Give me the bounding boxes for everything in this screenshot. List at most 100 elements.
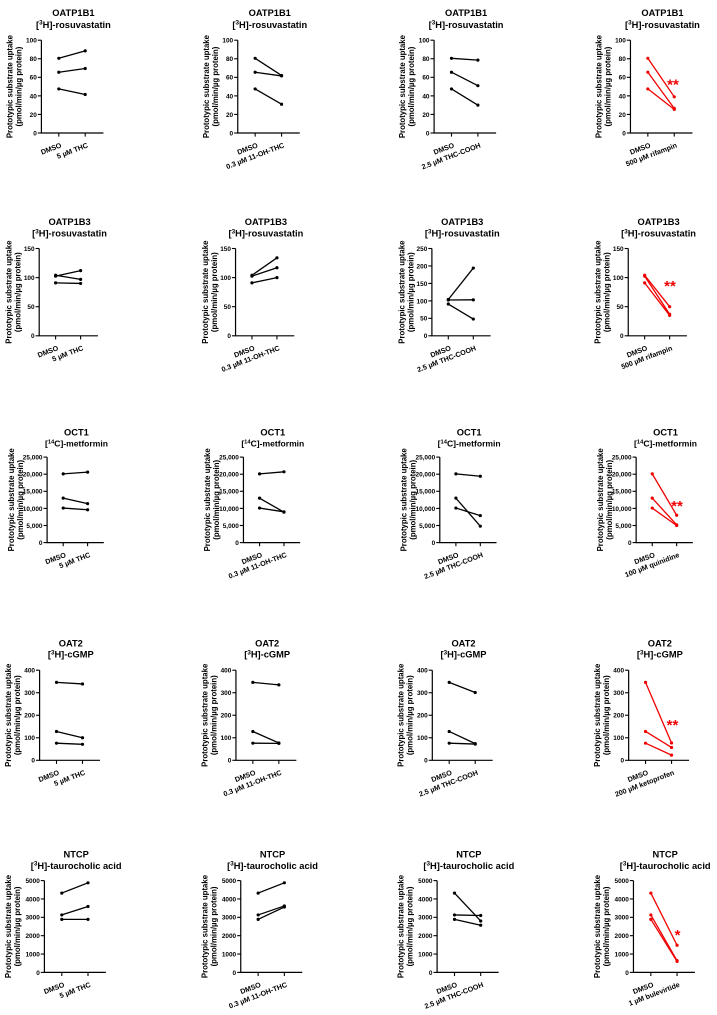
svg-text:300: 300 <box>613 690 624 697</box>
svg-text:250: 250 <box>417 246 428 253</box>
svg-text:5,000: 5,000 <box>26 523 43 530</box>
svg-text:[3H]-cGMP: [3H]-cGMP <box>244 649 290 659</box>
svg-text:(pmol/min/µg protein): (pmol/min/µg protein) <box>14 46 23 126</box>
svg-text:4000: 4000 <box>615 896 630 903</box>
svg-text:Prototypic substrate uptake: Prototypic substrate uptake <box>400 448 409 552</box>
svg-text:25,000: 25,000 <box>415 455 435 462</box>
svg-text:400: 400 <box>417 668 428 675</box>
svg-text:200: 200 <box>613 713 624 720</box>
svg-text:150: 150 <box>417 281 428 288</box>
svg-text:0: 0 <box>39 540 43 547</box>
svg-text:NTCP: NTCP <box>653 849 678 859</box>
svg-text:(pmol/min/µg protein): (pmol/min/µg protein) <box>407 46 416 126</box>
svg-text:100: 100 <box>221 735 232 742</box>
svg-text:4000: 4000 <box>25 896 40 903</box>
svg-text:100: 100 <box>220 275 231 282</box>
svg-text:400: 400 <box>613 668 624 675</box>
svg-text:OAT2: OAT2 <box>648 639 672 649</box>
svg-text:Prototypic substrate uptake: Prototypic substrate uptake <box>5 240 14 344</box>
svg-text:80: 80 <box>226 56 234 63</box>
svg-text:1000: 1000 <box>615 951 630 958</box>
svg-text:20,000: 20,000 <box>219 472 239 479</box>
svg-text:OAT2: OAT2 <box>255 639 279 649</box>
svg-text:0: 0 <box>31 333 35 340</box>
svg-text:OCT1: OCT1 <box>260 427 285 437</box>
svg-text:[3H]-rosuvastatin: [3H]-rosuvastatin <box>429 20 504 30</box>
svg-text:[3H]-rosuvastatin: [3H]-rosuvastatin <box>36 20 111 30</box>
svg-text:3000: 3000 <box>222 915 237 922</box>
svg-text:100: 100 <box>613 275 624 282</box>
svg-text:(pmol/min/µg protein): (pmol/min/µg protein) <box>406 252 415 332</box>
svg-text:20: 20 <box>619 112 627 119</box>
svg-text:Prototypic substrate uptake: Prototypic substrate uptake <box>202 34 211 138</box>
svg-text:[14C]-metformin: [14C]-metformin <box>45 438 108 448</box>
svg-text:10,000: 10,000 <box>415 506 435 513</box>
svg-text:50: 50 <box>616 304 624 311</box>
svg-text:OATP1B1: OATP1B1 <box>445 8 487 18</box>
svg-text:40: 40 <box>30 93 38 100</box>
svg-text:300: 300 <box>221 690 232 697</box>
svg-text:Prototypic substrate uptake: Prototypic substrate uptake <box>596 448 605 552</box>
svg-text:Prototypic substrate uptake: Prototypic substrate uptake <box>200 874 209 978</box>
svg-text:200: 200 <box>417 263 428 270</box>
svg-text:1000: 1000 <box>25 951 40 958</box>
svg-text:(pmol/min/µg protein): (pmol/min/µg protein) <box>16 460 25 540</box>
svg-text:4000: 4000 <box>222 896 237 903</box>
svg-text:*: * <box>675 927 681 944</box>
svg-text:Prototypic substrate uptake: Prototypic substrate uptake <box>594 240 603 344</box>
svg-text:OATP1B1: OATP1B1 <box>641 8 683 18</box>
svg-text:100: 100 <box>419 38 430 45</box>
svg-text:60: 60 <box>422 75 430 82</box>
svg-text:0: 0 <box>227 333 231 340</box>
svg-text:5,000: 5,000 <box>223 523 240 530</box>
svg-text:400: 400 <box>221 668 232 675</box>
svg-text:10,000: 10,000 <box>612 506 632 513</box>
svg-text:(pmol/min/µg protein): (pmol/min/µg protein) <box>603 252 612 332</box>
svg-text:5,000: 5,000 <box>419 523 436 530</box>
svg-text:Prototypic substrate uptake: Prototypic substrate uptake <box>5 34 14 138</box>
svg-text:0: 0 <box>620 333 624 340</box>
svg-text:200: 200 <box>417 713 428 720</box>
svg-text:0: 0 <box>233 970 237 977</box>
svg-text:OATP1B3: OATP1B3 <box>245 217 287 227</box>
svg-text:[3H]-rosuvastatin: [3H]-rosuvastatin <box>232 20 307 30</box>
svg-text:60: 60 <box>30 75 38 82</box>
svg-text:(pmol/min/µg protein): (pmol/min/µg protein) <box>14 252 23 332</box>
svg-text:2000: 2000 <box>418 933 433 940</box>
svg-text:[3H]-cGMP: [3H]-cGMP <box>441 649 487 659</box>
svg-text:[3H]-cGMP: [3H]-cGMP <box>48 649 94 659</box>
svg-text:[14C]-metformin: [14C]-metformin <box>634 438 697 448</box>
svg-text:**: ** <box>667 717 679 734</box>
svg-text:100: 100 <box>613 735 624 742</box>
svg-text:(pmol/min/µg protein): (pmol/min/µg protein) <box>409 460 418 540</box>
svg-text:40: 40 <box>226 93 234 100</box>
svg-text:3000: 3000 <box>25 915 40 922</box>
svg-text:80: 80 <box>30 56 38 63</box>
svg-text:[3H]-rosuvastatin: [3H]-rosuvastatin <box>32 229 107 239</box>
svg-text:25,000: 25,000 <box>219 455 239 462</box>
svg-text:3000: 3000 <box>418 915 433 922</box>
svg-text:60: 60 <box>619 75 627 82</box>
svg-text:0: 0 <box>228 758 232 765</box>
svg-text:0: 0 <box>432 540 436 547</box>
svg-text:0: 0 <box>622 130 626 137</box>
svg-text:0: 0 <box>235 540 239 547</box>
svg-text:(pmol/min/µg protein): (pmol/min/µg protein) <box>211 46 220 126</box>
svg-text:(pmol/min/µg protein): (pmol/min/µg protein) <box>210 252 219 332</box>
svg-text:150: 150 <box>24 246 35 253</box>
svg-text:[3H]-taurocholic acid: [3H]-taurocholic acid <box>423 861 514 871</box>
svg-text:Prototypic substrate uptake: Prototypic substrate uptake <box>200 663 209 767</box>
svg-text:NTCP: NTCP <box>456 849 481 859</box>
svg-text:[3H]-cGMP: [3H]-cGMP <box>637 649 683 659</box>
svg-text:25,000: 25,000 <box>612 455 632 462</box>
svg-text:1000: 1000 <box>222 951 237 958</box>
svg-text:0: 0 <box>429 970 433 977</box>
svg-text:0: 0 <box>628 540 632 547</box>
svg-text:60: 60 <box>226 75 234 82</box>
svg-text:[3H]-rosuvastatin: [3H]-rosuvastatin <box>621 229 696 239</box>
svg-text:50: 50 <box>420 316 428 323</box>
svg-text:3000: 3000 <box>615 915 630 922</box>
svg-text:2000: 2000 <box>25 933 40 940</box>
svg-text:80: 80 <box>619 56 627 63</box>
svg-text:40: 40 <box>619 93 627 100</box>
